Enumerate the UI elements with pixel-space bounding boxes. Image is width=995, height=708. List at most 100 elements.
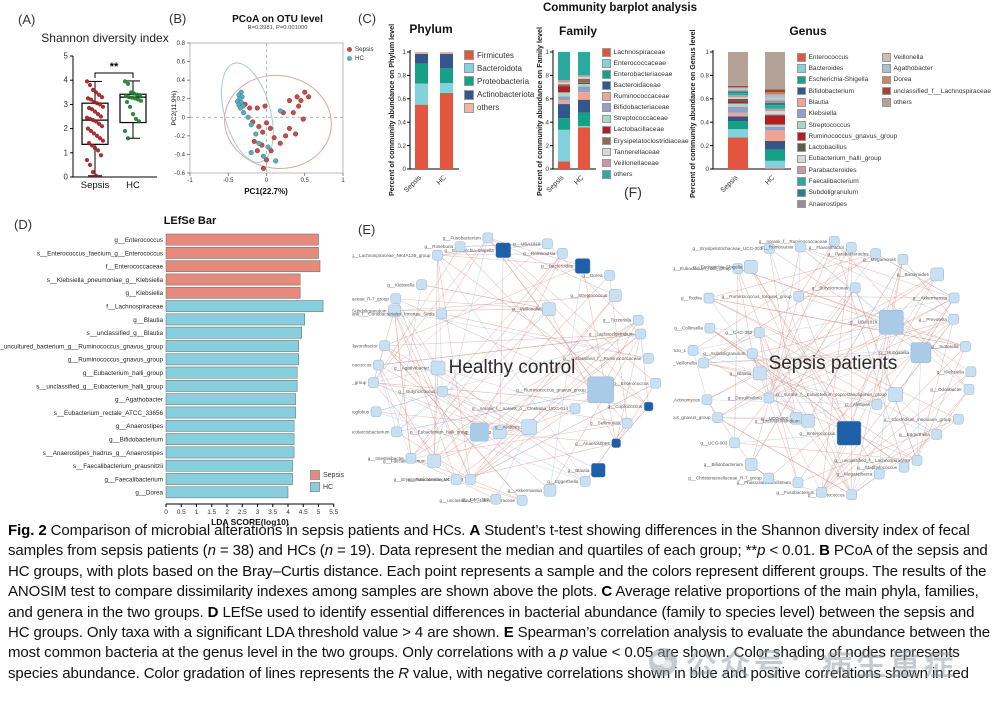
svg-text:-0.5: -0.5	[223, 178, 234, 184]
svg-text:0.5: 0.5	[301, 178, 310, 184]
family-legend: Lachnospiraceae Enterococcaceae Enterobact…	[602, 48, 689, 179]
legend-item: Ruminococcaceae	[602, 92, 689, 101]
svg-text:g__Lachnoclostridium: g__Lachnoclostridium	[755, 418, 800, 423]
svg-text:f__Enterococcaceae: f__Enterococcaceae	[106, 264, 164, 271]
svg-text:g__norank_f__norank_o__Clostri: g__norank_f__norank_o__Clostridia_UCG-01…	[472, 406, 568, 411]
svg-text:g__Bifidobacterium: g__Bifidobacterium	[109, 437, 163, 444]
genus-title: Genus	[789, 24, 827, 38]
svg-text:0.4: 0.4	[545, 119, 550, 126]
svg-text:g__Bacteroides: g__Bacteroides	[897, 272, 930, 277]
legend-item: Tannerellaceae	[602, 147, 689, 157]
legend-item: Veillonella	[882, 53, 991, 62]
svg-text:g__Coprococcus: g__Coprococcus	[608, 404, 643, 409]
svg-text:1: 1	[341, 178, 345, 184]
svg-text:2: 2	[64, 124, 69, 133]
svg-text:0.2: 0.2	[177, 97, 186, 103]
legend-item: Escherichia-Shigella	[797, 75, 897, 85]
svg-text:g__unclassified_f__Lachnospira: g__unclassified_f__Lachnospiraceae	[440, 498, 516, 503]
legend-item: Firmicutes	[464, 50, 534, 60]
svg-text:g__Dorea: g__Dorea	[582, 273, 603, 278]
svg-text:g__Bifidobacterium: g__Bifidobacterium	[704, 462, 743, 467]
svg-text:s__Klebsiella_pneumoniae_g__Kl: s__Klebsiella_pneumoniae_g__Klebsiella	[47, 277, 164, 284]
svg-text:1: 1	[403, 49, 407, 56]
svg-text:HC: HC	[436, 174, 448, 186]
network-sepsis-patients: g__norank_f__Ruminococcaceaeg__Flavonifr…	[673, 235, 977, 501]
legend-item: Bifidobacterium	[797, 86, 897, 96]
legend-item: Lactobacillaceae	[602, 125, 689, 135]
legend-item: Eubacterium_halli_group	[797, 154, 897, 164]
svg-text:g__Faecalibacterium: g__Faecalibacterium	[383, 459, 426, 464]
svg-text:g__Fusicatenibacter: g__Fusicatenibacter	[408, 477, 450, 482]
svg-text:g__Intestinibacter: g__Intestinibacter	[368, 456, 405, 461]
svg-text:0: 0	[265, 178, 269, 184]
svg-text:g__UBA1819: g__UBA1819	[513, 241, 541, 246]
panel-c-tag: (C)	[358, 11, 377, 26]
svg-text:norank_f__Eubacterium_coprosta: norank_f__Eubacterium_coprostanoligenes_…	[352, 380, 367, 385]
svg-text:0.6: 0.6	[398, 96, 407, 103]
svg-text:4: 4	[286, 509, 290, 516]
panel-e-tag: (E)	[358, 222, 376, 237]
svg-text:g__Flavonifractor: g__Flavonifractor	[352, 343, 378, 348]
lefse-title: LEfSe Bar	[163, 215, 217, 227]
svg-text:Sepsis: Sepsis	[720, 174, 740, 194]
svg-text:g__CAG-352: g__CAG-352	[462, 497, 489, 502]
svg-text:g__Romboutsia: g__Romboutsia	[761, 244, 794, 249]
panel-a-title: Shannon diversity index	[41, 31, 169, 45]
figure-caption: Fig. 2 Comparison of microbial alteratio…	[8, 522, 990, 682]
svg-text:g__Akkermansia: g__Akkermansia	[508, 488, 543, 493]
legend-item: Proteobacteria	[464, 76, 534, 87]
svg-text:g__norank_f__Coriobacteriales_: g__norank_f__Coriobacteriales_Incertae_S…	[352, 311, 435, 316]
svg-text:g__Blautia: g__Blautia	[568, 468, 590, 473]
svg-text:g__Butyricimonas: g__Butyricimonas	[812, 285, 849, 290]
svg-text:0: 0	[403, 166, 407, 173]
svg-text:0: 0	[64, 173, 69, 182]
phylum-chart: 0 0.2 0.4 0.6 0.8 1 Sepsis HC	[398, 49, 459, 194]
svg-text:0.8: 0.8	[545, 73, 550, 80]
svg-text:0.6: 0.6	[177, 60, 186, 66]
svg-text:g__Christensenellaceae_R-7_gro: g__Christensenellaceae_R-7_group	[352, 296, 389, 301]
community-barplot-title: Community barplot analysis	[542, 2, 697, 14]
svg-text:g__Enterococcus: g__Enterococcus	[613, 381, 649, 386]
legend-item: Parabacteroides	[797, 165, 897, 175]
svg-text:g__Parabacteroides: g__Parabacteroides	[827, 251, 869, 256]
family-ylabel: Percent of community abundance on Family…	[535, 27, 544, 196]
panel-b-tag: (B)	[169, 11, 187, 26]
svg-text:g__Ruminococcus: g__Ruminococcus	[352, 363, 372, 368]
legend-item: unclassified_f__Lachnospiraceae	[882, 86, 991, 96]
svg-text:0.2: 0.2	[700, 143, 709, 150]
phylum-title: Phylum	[409, 22, 453, 36]
svg-text:g__Ruminococcus_gnavus_group: g__Ruminococcus_gnavus_group	[673, 415, 711, 420]
svg-text:g__Prevotella: g__Prevotella	[919, 317, 948, 322]
svg-text:Sepsis: Sepsis	[81, 180, 110, 191]
svg-text:g__Enterococcus: g__Enterococcus	[800, 431, 836, 436]
phylum-legend: Firmicutes Bacteroidota Proteobacteria Acti…	[464, 50, 534, 113]
genus-ylabel: Percent of community abundance on Genus …	[688, 29, 697, 198]
svg-text:s__unclassified_g__Blautia: s__unclassified_g__Blautia	[87, 330, 164, 337]
svg-text:s__Eubacterium_rectale_ATCC_33: s__Eubacterium_rectale_ATCC_33656	[54, 410, 164, 417]
svg-text:g__norank_f__Eubacterium_copro: g__norank_f__Eubacterium_coprostanoligen…	[776, 392, 887, 397]
svg-text:g__Eubacterium_halli_group: g__Eubacterium_halli_group	[83, 370, 164, 377]
svg-text:g__Rothia: g__Rothia	[681, 296, 702, 301]
legend-item: HC	[310, 482, 344, 492]
svg-text:g__Klebsiella: g__Klebsiella	[126, 290, 164, 297]
svg-text:5.5: 5.5	[329, 509, 338, 516]
panel-a-tag: (A)	[18, 12, 36, 27]
lefse-chart: g__Enterococcus s__Enterococcus_faecium_g…	[0, 233, 339, 527]
svg-text:g__Romboutsia: g__Romboutsia	[523, 251, 556, 256]
svg-text:0.4: 0.4	[700, 119, 709, 126]
svg-text:Sepsis: Sepsis	[546, 174, 566, 194]
legend-item: others	[464, 102, 534, 113]
legend-item: Enterococcus	[797, 53, 897, 62]
svg-text:g__Subdoligranulum: g__Subdoligranulum	[352, 309, 387, 314]
svg-text:g__CAG-352: g__CAG-352	[725, 330, 752, 335]
svg-text:LDA SCORE(log10): LDA SCORE(log10)	[211, 517, 289, 527]
network-healthy-control: g__Escherichia-Shigella g__UBA1819 g__Romb…	[352, 232, 661, 506]
genus-legend-col1: Enterococcus Bacteroides Escherichia-Shige…	[797, 53, 897, 209]
legend-item: Sepsis	[347, 46, 374, 53]
svg-text:g__Veillonella: g__Veillonella	[512, 307, 541, 312]
svg-text:Healthy control: Healthy control	[449, 357, 576, 378]
svg-text:-0.4: -0.4	[175, 152, 186, 158]
svg-text:g__Sellimonas: g__Sellimonas	[590, 421, 621, 426]
svg-text:0.6: 0.6	[545, 96, 550, 103]
svg-text:g__Lachnospiraceae_NK4A136_gro: g__Lachnospiraceae_NK4A136_group	[352, 253, 431, 258]
